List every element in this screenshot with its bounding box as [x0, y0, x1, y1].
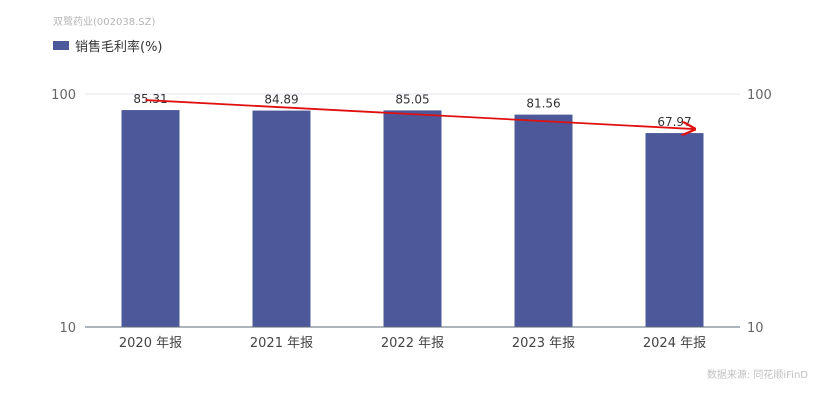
- x-tick-3: 2023 年报: [512, 336, 575, 351]
- bar-2[interactable]: [383, 110, 442, 327]
- x-tick-4: 2024 年报: [643, 336, 706, 351]
- company-title: 双鹭药业(002038.SZ): [53, 17, 156, 28]
- axes: 10 100 10 100 2020 年报 2021 年报 2022 年报 2023 年报 20…: [51, 88, 772, 351]
- bar-0[interactable]: [121, 110, 180, 327]
- trend-arrow: [145, 99, 695, 129]
- bar-1[interactable]: [252, 110, 311, 327]
- data-source-note: 数据来源: 同花顺iFinD: [706, 370, 808, 381]
- x-tick-1: 2021 年报: [250, 336, 313, 351]
- y-tick-left-10: 10: [59, 321, 76, 336]
- data-label-2: 85.05: [395, 92, 429, 106]
- trend-arrow-line: [145, 99, 695, 129]
- legend-label: 销售毛利率(%): [75, 40, 163, 55]
- legend[interactable]: 销售毛利率(%): [53, 36, 163, 55]
- y-tick-left-100: 100: [51, 88, 76, 103]
- bar-4[interactable]: [645, 133, 704, 327]
- bar-3[interactable]: [514, 114, 573, 327]
- data-label-0: 85.31: [133, 92, 167, 106]
- data-label-3: 81.56: [526, 97, 560, 111]
- legend-swatch: [53, 41, 69, 50]
- data-label-1: 84.89: [264, 93, 298, 107]
- x-tick-0: 2020 年报: [119, 336, 182, 351]
- x-tick-2: 2022 年报: [381, 336, 444, 351]
- y-tick-right-10: 10: [747, 321, 764, 336]
- bars: [121, 110, 704, 327]
- y-tick-right-100: 100: [747, 88, 772, 103]
